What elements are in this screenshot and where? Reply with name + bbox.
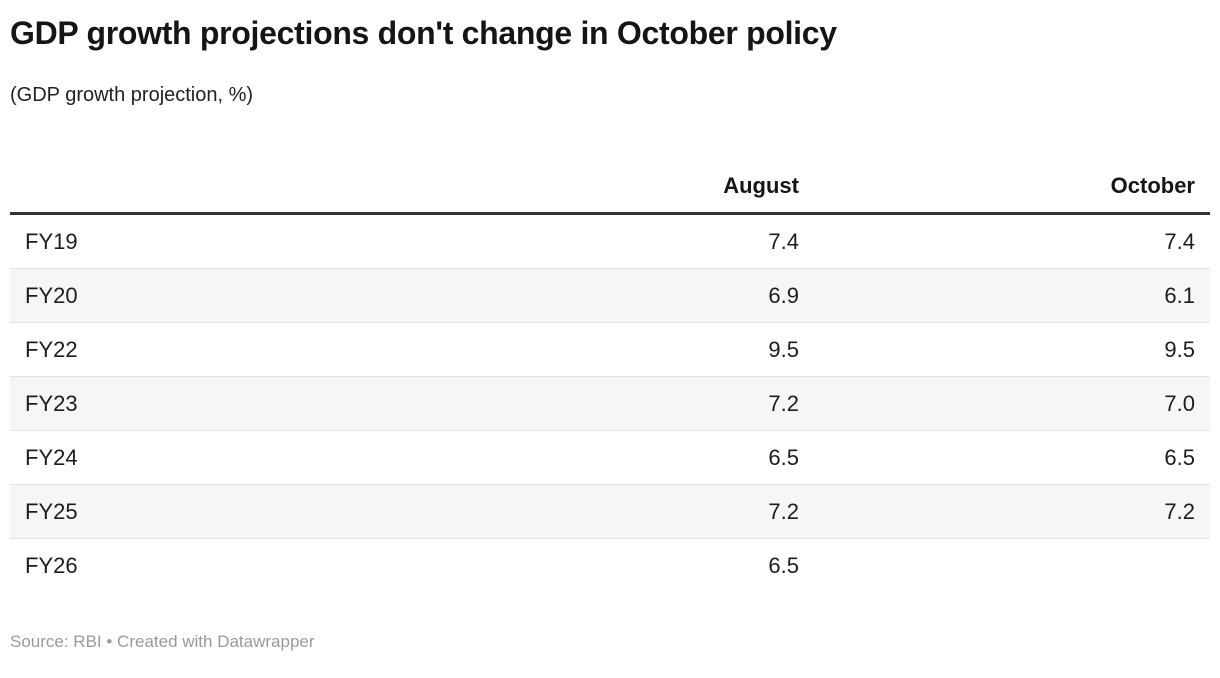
column-header-fiscal-year <box>10 160 410 216</box>
row-label-cell: FY20 <box>25 283 78 309</box>
row-label-cell: FY24 <box>25 445 78 471</box>
source-attribution: Source: RBI • Created with Datawrapper <box>10 632 315 652</box>
row-label-cell: FY22 <box>25 337 78 363</box>
october-value-cell: 7.0 <box>1164 391 1195 417</box>
august-value-cell: 6.5 <box>768 445 799 471</box>
table-body: FY19 7.4 7.4 FY20 6.9 6.1 FY22 9.5 9.5 F… <box>10 214 1210 593</box>
table-row: FY22 9.5 9.5 <box>10 322 1210 377</box>
column-header-october: October <box>813 160 1210 216</box>
column-header-august: August <box>409 160 814 216</box>
table-row: FY20 6.9 6.1 <box>10 268 1210 323</box>
august-value-cell: 7.2 <box>768 499 799 525</box>
october-value-cell: 7.2 <box>1164 499 1195 525</box>
table-header: August October <box>10 160 1210 216</box>
table-row: FY26 6.5 <box>10 538 1210 593</box>
august-value-cell: 7.4 <box>768 229 799 255</box>
october-value-cell: 6.5 <box>1164 445 1195 471</box>
august-value-cell: 6.9 <box>768 283 799 309</box>
table-row: FY23 7.2 7.0 <box>10 376 1210 431</box>
october-value-cell: 6.1 <box>1164 283 1195 309</box>
table-row: FY24 6.5 6.5 <box>10 430 1210 485</box>
header-row: August October <box>10 160 1210 216</box>
chart-subtitle: (GDP growth projection, %) <box>10 84 254 107</box>
row-label-cell: FY19 <box>25 229 78 255</box>
projections-table: August October FY19 7.4 7.4 FY20 6.9 6.1… <box>10 160 1210 592</box>
chart-title: GDP growth projections don't change in O… <box>10 15 837 51</box>
august-value-cell: 6.5 <box>768 553 799 579</box>
october-value-cell: 9.5 <box>1164 337 1195 363</box>
row-label-cell: FY23 <box>25 391 78 417</box>
row-label-cell: FY26 <box>25 553 78 579</box>
table-row: FY19 7.4 7.4 <box>10 214 1210 269</box>
october-value-cell: 7.4 <box>1164 229 1195 255</box>
october-value-cell <box>814 539 1210 593</box>
august-value-cell: 9.5 <box>768 337 799 363</box>
table-row: FY25 7.2 7.2 <box>10 484 1210 539</box>
row-label-cell: FY25 <box>25 499 78 525</box>
august-value-cell: 7.2 <box>768 391 799 417</box>
